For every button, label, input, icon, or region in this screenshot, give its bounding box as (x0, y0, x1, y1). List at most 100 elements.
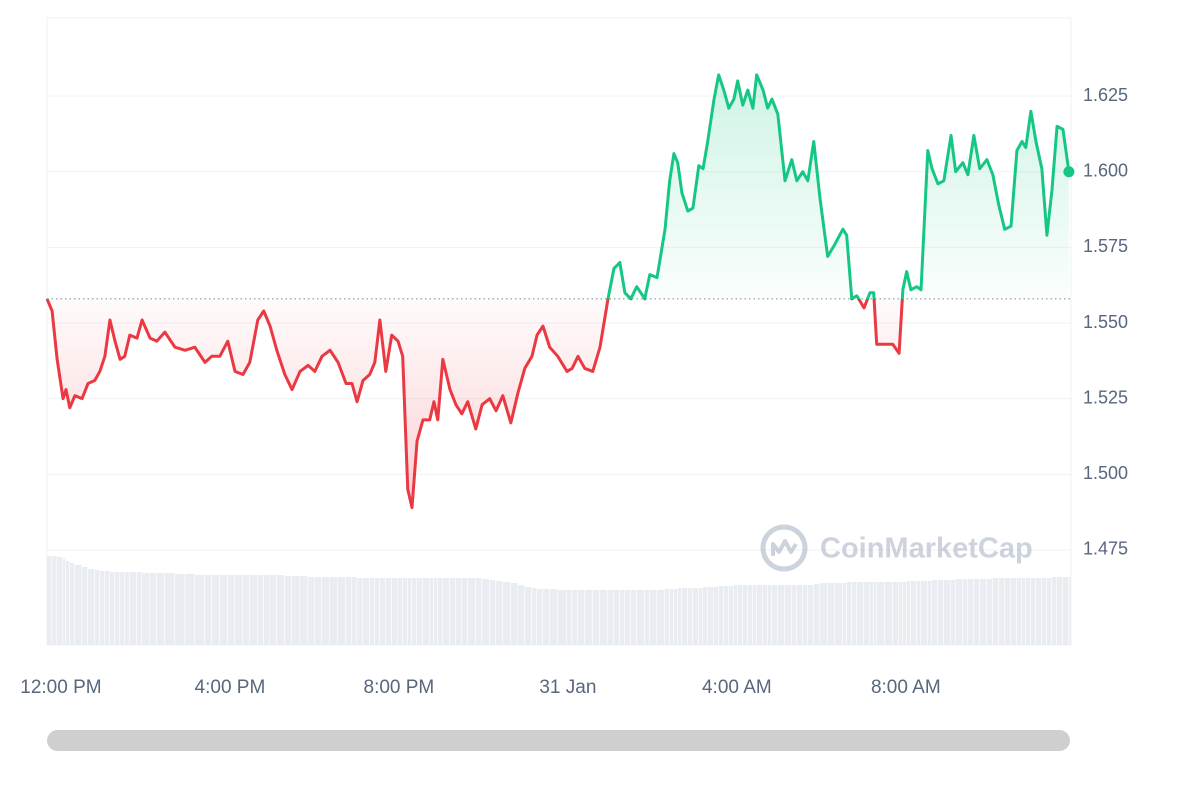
volume-bar (756, 585, 763, 645)
volume-bar (767, 585, 772, 645)
volume-bar (398, 578, 403, 645)
volume-bar (308, 577, 315, 645)
volume-bar (677, 588, 682, 645)
volume-bar (636, 590, 645, 645)
volume-bar (927, 581, 932, 645)
volume-bar (87, 569, 95, 645)
volume-bar (649, 590, 657, 645)
volume-bar (510, 583, 518, 645)
x-tick-label: 12:00 PM (20, 677, 101, 698)
volume-bar (531, 588, 537, 645)
volume-bar (665, 589, 670, 645)
volume-bar (109, 572, 115, 645)
volume-bar (185, 574, 195, 645)
volume-bar (737, 585, 743, 645)
volume-bar (943, 580, 951, 645)
volume-bar (537, 589, 543, 645)
plot-layer (45, 73, 1075, 645)
volume-bar (82, 567, 88, 645)
volume-bar (120, 572, 125, 645)
volume-bar (973, 579, 980, 645)
volume-bar (892, 582, 899, 645)
volume-bar (1016, 578, 1022, 645)
last-price-dot (1063, 166, 1075, 178)
volume-bar (489, 580, 496, 645)
volume-bar (369, 578, 375, 645)
volume-bar (322, 577, 330, 645)
price-line (45, 73, 1071, 510)
volume-bar (156, 573, 165, 645)
volume-bar (524, 587, 532, 645)
volume-bar (496, 581, 503, 645)
volume-bar (992, 578, 999, 645)
volume-bar (820, 583, 828, 645)
volume-bar (1030, 578, 1036, 645)
volume-bar (422, 578, 430, 645)
volume-bar (921, 581, 928, 645)
volume-bar (429, 578, 434, 645)
volume-bar (718, 586, 724, 645)
volume-bar (669, 589, 674, 645)
volume-bar (728, 586, 734, 645)
watermark-text: CoinMarketCap (820, 533, 1033, 565)
volume-bar (785, 585, 792, 645)
volume-bar (74, 565, 82, 645)
volume-bar (986, 579, 993, 645)
volume-bar (752, 585, 757, 645)
scrollbar[interactable] (47, 730, 1070, 751)
volume-bar (475, 578, 482, 645)
volume-bar (619, 590, 625, 645)
volume-bar (270, 575, 277, 645)
volume-bar (417, 578, 423, 645)
volume-bar (869, 582, 874, 645)
y-tick-label: 1.525 (1083, 387, 1128, 407)
volume-bar (842, 583, 847, 645)
volume-bar (707, 587, 714, 645)
volume-bar (104, 571, 110, 645)
volume-bar (411, 578, 417, 645)
volume-bar (584, 590, 593, 645)
volume-bar (937, 580, 944, 645)
volume-bar (796, 585, 803, 645)
volume-bar (66, 561, 70, 645)
volume-bar (164, 573, 175, 645)
volume-bar (906, 581, 911, 645)
volume-bar (352, 577, 357, 645)
volume-bar (733, 585, 738, 645)
volume-bar (644, 590, 650, 645)
volume-bar (899, 582, 903, 645)
volume-bar (742, 585, 748, 645)
y-tick-label: 1.475 (1083, 539, 1128, 559)
volume-bar (249, 575, 258, 645)
volume-bar (374, 578, 380, 645)
volume-bar (284, 576, 292, 645)
volume-bar (557, 590, 567, 645)
volume-bar (827, 583, 835, 645)
volume-bar (549, 589, 558, 645)
volume-bar (115, 572, 120, 645)
volume-bar (578, 590, 585, 645)
volume-bar (1021, 578, 1026, 645)
volume-bar (681, 588, 688, 645)
volume-bar (771, 585, 778, 645)
volume-bar (630, 590, 637, 645)
volume-bar (723, 586, 729, 645)
volume-bar (129, 572, 137, 645)
volume-bar (402, 578, 408, 645)
volume-bar (219, 575, 228, 645)
volume-bar (567, 590, 572, 645)
volume-bar (211, 575, 220, 645)
volume-bar (433, 578, 438, 645)
volume-bar (338, 577, 346, 645)
area-fill (47, 74, 1069, 508)
volume-bar (450, 578, 456, 645)
volume-bar (385, 578, 392, 645)
volume-bar (673, 589, 678, 645)
volume-bar (194, 575, 205, 645)
volume-bar (518, 585, 525, 645)
x-tick-label: 31 Jan (539, 677, 596, 698)
volume-bar (916, 581, 921, 645)
volume-bar (902, 582, 907, 645)
volume-bar (791, 585, 797, 645)
